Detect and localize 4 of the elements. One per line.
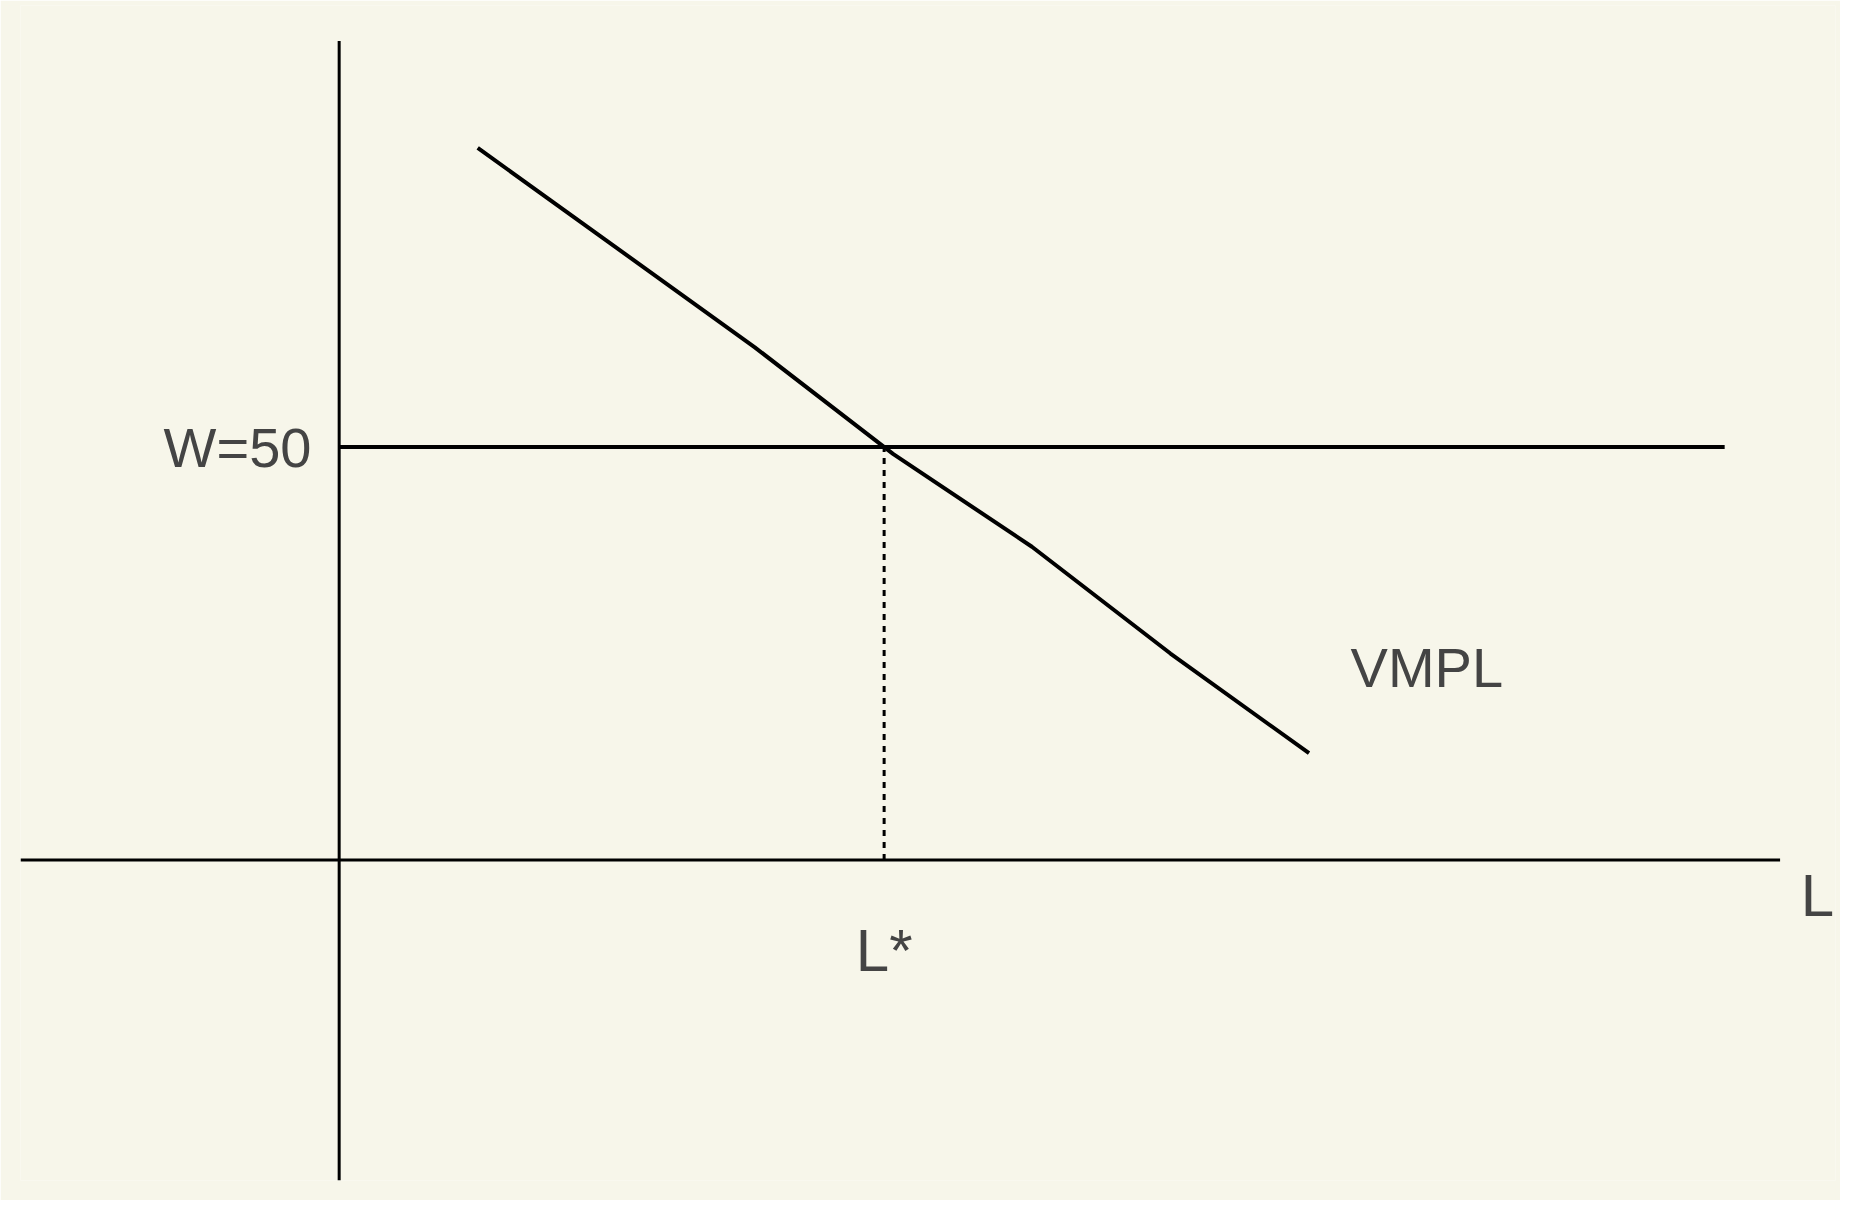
- x-axis-title: L: [1800, 862, 1835, 930]
- series-label: W=50: [163, 415, 312, 479]
- text: L*: [855, 917, 913, 985]
- series-label: VMPL: [1350, 636, 1504, 700]
